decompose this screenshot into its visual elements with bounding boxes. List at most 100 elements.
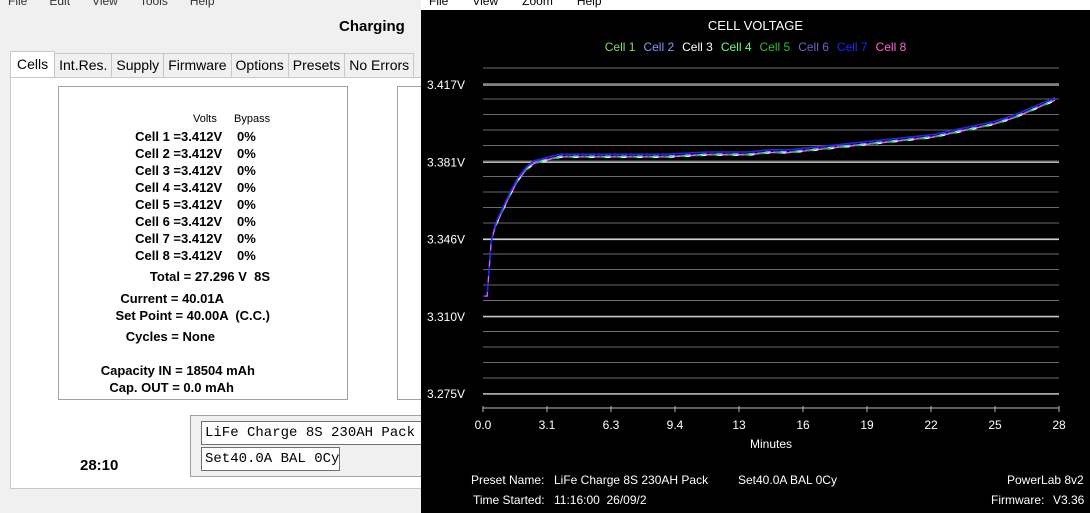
tab-cells[interactable]: Cells: [10, 51, 56, 77]
capacity-out: Cap. OUT = 0.0 mAh: [109, 380, 234, 395]
legend-entry: Cell 3: [682, 40, 713, 54]
preset-name-value: LiFe Charge 8S 230AH Pack: [554, 473, 709, 487]
cell-volts: 3.412V: [181, 197, 223, 212]
series-line-cell-3: [483, 100, 1056, 297]
cell-row: Cell 1 = 3.412V 0%: [59, 129, 349, 146]
x-tick-label: 16: [796, 418, 810, 432]
x-tick-label: 28: [1052, 418, 1066, 432]
x-tick-label: 9.4: [667, 418, 684, 432]
cell-row: Cell 8 = 3.412V 0%: [59, 248, 349, 265]
firmware-value: V3.36: [1053, 493, 1085, 507]
cell-volts: 3.412V: [181, 163, 223, 178]
cell-volts: 3.412V: [181, 248, 223, 263]
total-voltage: Total = 27.296 V 8S: [149, 269, 270, 284]
volts-header: Volts: [193, 113, 217, 125]
menu-view[interactable]: View: [92, 0, 118, 8]
status-title: Charging: [339, 18, 405, 35]
time-started-label: Time Started:: [473, 493, 545, 507]
cell-label: Cell 8 =: [135, 248, 181, 263]
x-tick-label: 25: [988, 418, 1002, 432]
tab-options[interactable]: Options: [230, 53, 289, 77]
cell-row: Cell 5 = 3.412V 0%: [59, 197, 349, 214]
cells-group: Volts Bypass Cell 1 = 3.412V 0% Cell 2 = 3.4…: [58, 86, 348, 400]
y-tick-label: 3.417V: [427, 78, 465, 92]
menu-help[interactable]: Help: [189, 0, 215, 8]
cell-volts: 3.412V: [181, 129, 223, 144]
firmware-label: Firmware:: [991, 493, 1045, 507]
tab-supply[interactable]: Supply: [111, 53, 165, 77]
menu-file[interactable]: File: [429, 0, 449, 8]
cell-row: Cell 4 = 3.412V 0%: [59, 180, 349, 197]
tab-no-errors[interactable]: No Errors: [344, 53, 415, 77]
preset-settings-value: Set40.0A BAL 0Cy: [738, 473, 837, 487]
chart-title: CELL VOLTAGE: [707, 18, 804, 33]
tab-presets[interactable]: Presets: [287, 53, 346, 77]
cell-bypass: 0%: [237, 197, 256, 212]
series-line-cell-7: [483, 96, 1056, 297]
x-axis-label: Minutes: [750, 437, 792, 451]
y-tick-label: 3.346V: [427, 233, 465, 247]
cell-volts: 3.412V: [181, 214, 223, 229]
legend-entry: Cell 6: [798, 40, 829, 54]
cell-volts: 3.412V: [181, 180, 223, 195]
legend-entry: Cell 7: [836, 40, 868, 54]
cell-bypass: 0%: [237, 163, 256, 178]
cell-volts: 3.412V: [181, 146, 223, 161]
cell-bypass: 0%: [237, 231, 256, 246]
chart-legend: Cell 1 Cell 2 Cell 3 Cell 4 Cell 5 Cell 6 Cell…: [421, 40, 1090, 54]
cell-row: Cell 6 = 3.412V 0%: [59, 214, 349, 231]
menu-tools[interactable]: Tools: [139, 0, 168, 8]
time-started-value: 11:16:00 26/09/2: [554, 493, 647, 507]
preset-name-label: Preset Name:: [471, 473, 545, 487]
cell-label: Cell 1 =: [135, 129, 181, 144]
elapsed-timer: 28:10: [80, 457, 119, 474]
x-tick-label: 22: [924, 418, 938, 432]
cell-label: Cell 6 =: [135, 214, 181, 229]
cell-bypass: 0%: [237, 180, 256, 195]
device-name: PowerLab 8v2: [1007, 473, 1084, 487]
cell-label: Cell 7 =: [135, 231, 181, 246]
bypass-header: Bypass: [234, 113, 271, 125]
menu-edit[interactable]: Edit: [49, 0, 71, 8]
y-tick-label: 3.381V: [427, 155, 465, 169]
y-tick-label: 3.310V: [427, 310, 465, 324]
menu-help[interactable]: Help: [576, 0, 602, 8]
cell-voltage-chart-window: CELL VOLTAGE Cell 1 Cell 2 Cell 3 Cell 4 Cel…: [421, 10, 1090, 513]
chart-menubar: File View Zoom Help: [421, 0, 1090, 10]
cell-bypass: 0%: [237, 129, 256, 144]
x-tick-label: 19: [860, 418, 874, 432]
legend-entry: Cell 8: [875, 40, 907, 54]
tab-int-res[interactable]: Int.Res.: [54, 53, 113, 77]
x-tick-label: 3.1: [539, 418, 556, 432]
cell-bypass: 0%: [237, 146, 256, 161]
legend-entry: Cell 2: [643, 40, 675, 54]
preset-settings-field[interactable]: Set40.0A BAL 0Cy: [201, 447, 340, 471]
preset-name-field[interactable]: LiFe Charge 8S 230AH Pack: [201, 421, 422, 445]
cell-bypass: 0%: [237, 248, 256, 263]
cell-label: Cell 2 =: [135, 146, 181, 161]
cell-row: Cell 3 = 3.412V 0%: [59, 163, 349, 180]
set-point: Set Point = 40.00A (C.C.): [115, 308, 270, 323]
legend-entry: Cell 5: [759, 40, 791, 54]
x-tick-label: 13: [732, 418, 746, 432]
menu-zoom[interactable]: Zoom: [522, 0, 553, 8]
tab-firmware[interactable]: Firmware: [163, 53, 232, 77]
x-tick-label: 0.0: [475, 418, 492, 432]
legend-entry: Cell 4: [720, 40, 752, 54]
cell-bypass: 0%: [237, 214, 256, 229]
legend-entry: Cell 1: [604, 40, 636, 54]
series-line-cell-8: [483, 99, 1056, 297]
menu-view[interactable]: View: [472, 0, 499, 8]
cell-voltage-chart: 3.417V 3.381V 3.346V 3.310V 3.275V 0.0 3.1 6.3 9…: [427, 67, 1066, 451]
capacity-in: Capacity IN = 18504 mAh: [100, 363, 255, 378]
cell-label: Cell 5 =: [135, 197, 181, 212]
charger-window: File Edit View Tools Help Charging Cells Int…: [0, 0, 430, 513]
current-reading: Current = 40.01A: [120, 291, 224, 306]
left-menubar: File Edit View Tools Help: [0, 0, 422, 8]
menu-file[interactable]: File: [8, 0, 28, 8]
series-line-cell-6: [483, 99, 1056, 297]
cell-volts: 3.412V: [181, 231, 223, 246]
cell-label: Cell 3 =: [135, 163, 181, 178]
cell-row: Cell 7 = 3.412V 0%: [59, 231, 349, 248]
cell-label: Cell 4 =: [135, 180, 181, 195]
